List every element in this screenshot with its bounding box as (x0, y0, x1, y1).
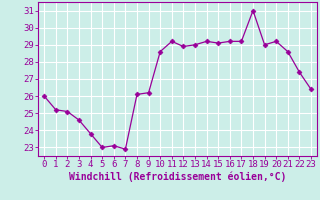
X-axis label: Windchill (Refroidissement éolien,°C): Windchill (Refroidissement éolien,°C) (69, 172, 286, 182)
